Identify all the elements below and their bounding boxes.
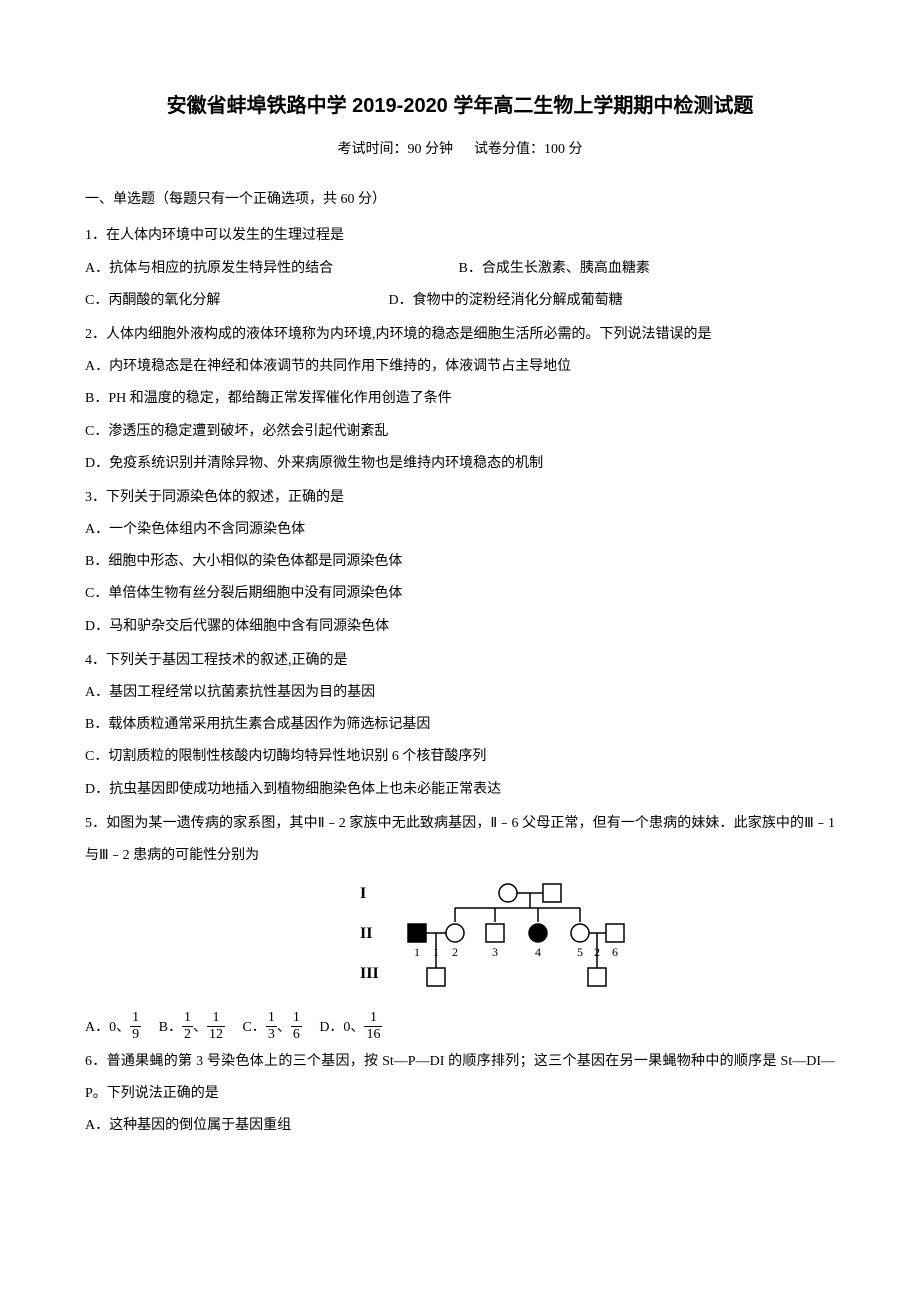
question-1: 1．在人体内环境中可以发生的生理过程是 A．抗体与相应的抗原发生特异性的结合 B… <box>85 220 835 317</box>
q3-option-c: C．单倍体生物有丝分裂后期细胞中没有同源染色体 <box>85 578 835 610</box>
q1-option-b: B．合成生长激素、胰高血糖素 <box>459 253 650 285</box>
svg-text:2: 2 <box>452 945 458 959</box>
q5-stem: 5．如图为某一遗传病的家系图，其中Ⅱ﹣2 家族中无此致病基因，Ⅱ﹣6 父母正常，… <box>85 808 835 872</box>
gen-label-1: I <box>360 885 366 902</box>
ii-6-male <box>606 924 624 942</box>
q1-option-a: A．抗体与相应的抗原发生特异性的结合 <box>85 253 455 285</box>
q5-option-b: B．12、112 <box>159 1020 229 1035</box>
q5-options: A．0、19 B．12、112 C．13、16 D．0、116 <box>85 1012 835 1044</box>
q2-option-b: B．PH 和温度的稳定，都给酶正常发挥催化作用创造了条件 <box>85 383 835 415</box>
ii-5-female <box>571 924 589 942</box>
exam-total: 试卷分值：100 分 <box>474 142 583 157</box>
q6-option-a: A．这种基因的倒位属于基因重组 <box>85 1110 835 1142</box>
q4-option-c: C．切割质粒的限制性核酸内切酶均特异性地识别 6 个核苷酸序列 <box>85 741 835 773</box>
q2-stem: 2．人体内细胞外液构成的液体环境称为内环境,内环境的稳态是细胞生活所必需的。下列… <box>85 319 835 351</box>
ii-3-male <box>486 924 504 942</box>
pedigree-diagram: I II III 1 2 3 <box>85 878 835 1006</box>
svg-text:3: 3 <box>492 945 498 959</box>
q3-stem: 3．下列关于同源染色体的叙述，正确的是 <box>85 482 835 514</box>
q5-option-d: D．0、116 <box>319 1020 382 1035</box>
svg-text:2: 2 <box>594 945 600 959</box>
gen-label-3: III <box>360 965 379 982</box>
ii-4-female-affected <box>529 924 547 942</box>
q4-option-b: B．载体质粒通常采用抗生素合成基因作为筛选标记基因 <box>85 709 835 741</box>
i-1-female <box>499 884 517 902</box>
question-6: 6．普通果蝇的第 3 号染色体上的三个基因，按 St—P—DI 的顺序排列；这三… <box>85 1046 835 1143</box>
q2-option-c: C．渗透压的稳定遭到破坏，必然会引起代谢紊乱 <box>85 416 835 448</box>
svg-text:1: 1 <box>433 945 439 959</box>
ii-1-male-affected <box>408 924 426 942</box>
svg-text:4: 4 <box>535 945 541 959</box>
q1-option-d: D．食物中的淀粉经消化分解成葡萄糖 <box>389 285 623 317</box>
q2-option-a: A．内环境稳态是在神经和体液调节的共同作用下维持的，体液调节占主导地位 <box>85 351 835 383</box>
q1-stem: 1．在人体内环境中可以发生的生理过程是 <box>85 220 835 252</box>
q3-option-a: A．一个染色体组内不含同源染色体 <box>85 514 835 546</box>
exam-title: 安徽省蚌埠铁路中学 2019-2020 学年高二生物上学期期中检测试题 <box>85 90 835 122</box>
q3-option-d: D．马和驴杂交后代骡的体细胞中含有同源染色体 <box>85 611 835 643</box>
question-5: 5．如图为某一遗传病的家系图，其中Ⅱ﹣2 家族中无此致病基因，Ⅱ﹣6 父母正常，… <box>85 808 835 1044</box>
q5-option-a: A．0、19 <box>85 1020 145 1035</box>
exam-subtitle: 考试时间：90 分钟 试卷分值：100 分 <box>85 134 835 166</box>
ii-2-female <box>446 924 464 942</box>
q1-option-c: C．丙酮酸的氧化分解 <box>85 285 385 317</box>
q5-option-c: C．13、16 <box>242 1020 305 1035</box>
gen-label-2: II <box>360 925 372 942</box>
i-2-male <box>543 884 561 902</box>
question-2: 2．人体内细胞外液构成的液体环境称为内环境,内环境的稳态是细胞生活所必需的。下列… <box>85 319 835 480</box>
svg-text:6: 6 <box>612 945 618 959</box>
iii-2-male <box>588 968 606 986</box>
section-1-heading: 一、单选题（每题只有一个正确选项，共 60 分） <box>85 184 835 216</box>
question-3: 3．下列关于同源染色体的叙述，正确的是 A．一个染色体组内不含同源染色体 B．细… <box>85 482 835 643</box>
question-4: 4．下列关于基因工程技术的叙述,正确的是 A．基因工程经常以抗菌素抗性基因为目的… <box>85 645 835 806</box>
q3-option-b: B．细胞中形态、大小相似的染色体都是同源染色体 <box>85 546 835 578</box>
q2-option-d: D．免疫系统识别并清除异物、外来病原微生物也是维持内环境稳态的机制 <box>85 448 835 480</box>
q6-stem: 6．普通果蝇的第 3 号染色体上的三个基因，按 St—P—DI 的顺序排列；这三… <box>85 1046 835 1110</box>
q4-option-d: D．抗虫基因即使成功地插入到植物细胞染色体上也未必能正常表达 <box>85 774 835 806</box>
svg-text:5: 5 <box>577 945 583 959</box>
iii-1-male <box>427 968 445 986</box>
exam-time: 考试时间：90 分钟 <box>338 142 454 157</box>
q4-option-a: A．基因工程经常以抗菌素抗性基因为目的基因 <box>85 677 835 709</box>
q4-stem: 4．下列关于基因工程技术的叙述,正确的是 <box>85 645 835 677</box>
svg-text:1: 1 <box>414 945 420 959</box>
